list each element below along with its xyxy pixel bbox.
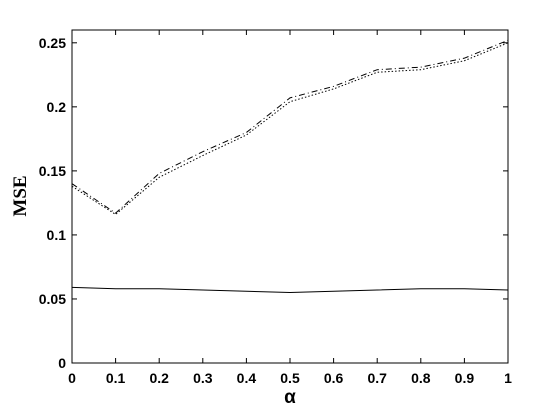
x-tick-label: 0.5 — [280, 370, 300, 386]
y-tick-label: 0.1 — [47, 227, 67, 243]
data-line — [71, 39, 509, 214]
y-tick-label: 0.05 — [39, 291, 66, 307]
y-tick-label: 0.25 — [39, 35, 66, 51]
data-line — [71, 286, 509, 294]
x-tick-label: 1 — [504, 370, 512, 386]
x-tick-label: 0.9 — [455, 370, 475, 386]
x-tick-label: 0 — [68, 370, 76, 386]
x-tick-label: 0.7 — [367, 370, 387, 386]
y-tick-label: 0.15 — [39, 163, 66, 179]
x-tick-label: 0.4 — [237, 370, 257, 386]
plot-area — [71, 29, 509, 364]
x-tick-label: 0.8 — [411, 370, 431, 386]
x-tick-label: 0.6 — [324, 370, 344, 386]
x-tick-label: 0.2 — [149, 370, 169, 386]
x-tick-label: 0.1 — [106, 370, 126, 386]
y-axis-label: MSE — [10, 175, 31, 216]
y-tick-label: 0 — [58, 355, 66, 371]
x-axis-label: α — [284, 387, 296, 408]
y-tick-label: 0.2 — [47, 99, 67, 115]
x-tick-label: 0.3 — [193, 370, 213, 386]
